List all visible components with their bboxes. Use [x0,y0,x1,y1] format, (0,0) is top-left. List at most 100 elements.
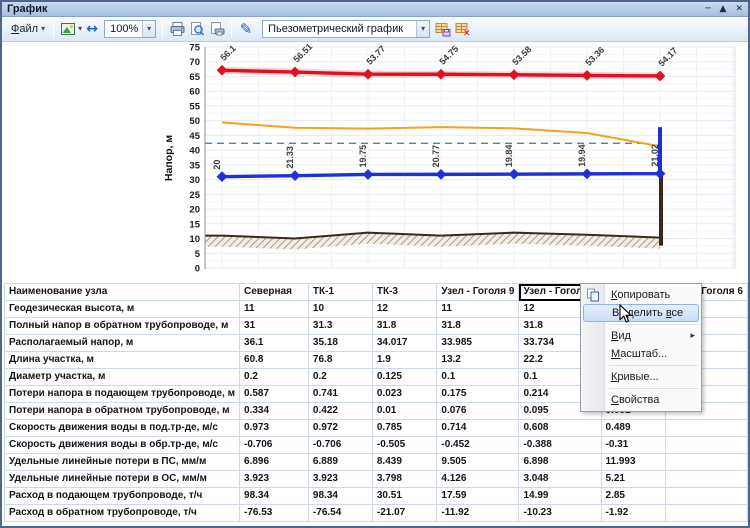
value-cell[interactable]: 13.2 [436,351,520,369]
node-header-cell[interactable]: ТК-1 [307,283,373,301]
delete-template-icon[interactable]: ✕ [454,20,472,38]
value-cell[interactable]: 30.51 [371,487,438,505]
menu-item-curves[interactable]: Кривые... [581,368,701,386]
value-cell[interactable]: 98.34 [307,487,373,505]
value-cell[interactable]: 11.993 [600,453,666,471]
value-cell[interactable]: 0.422 [307,402,373,420]
minimize-icon[interactable]: ─ [705,4,711,14]
chevron-down-icon[interactable]: ▾ [416,21,430,37]
value-cell[interactable]: 0.023 [371,385,438,403]
value-cell[interactable]: -0.388 [518,436,602,454]
value-cell[interactable]: -0.31 [600,436,666,454]
value-cell[interactable]: 0.972 [307,419,373,437]
close-icon[interactable]: ✕ [735,4,743,14]
value-cell[interactable]: 0.175 [436,385,520,403]
value-cell[interactable]: 10 [307,300,373,318]
row-label: Наименование узла [3,283,241,301]
value-cell[interactable]: 11 [436,300,520,318]
value-cell[interactable] [664,504,748,522]
print-preview-icon[interactable] [188,20,206,38]
value-cell[interactable]: 0.076 [436,402,520,420]
value-cell[interactable]: 3.048 [518,470,602,488]
value-cell[interactable]: 14.99 [518,487,602,505]
value-cell[interactable]: 4.126 [436,470,520,488]
value-cell[interactable] [664,487,748,505]
value-cell[interactable]: 0.125 [371,368,438,386]
value-cell[interactable]: 17.59 [436,487,520,505]
graph-type-combobox[interactable]: Пьезометрический график ▾ [262,20,431,38]
value-cell[interactable]: 0.785 [371,419,438,437]
value-cell[interactable]: 0.334 [239,402,309,420]
value-cell[interactable]: 33.985 [436,334,520,352]
value-cell[interactable]: -0.452 [436,436,520,454]
value-cell[interactable]: 35.18 [307,334,373,352]
value-cell[interactable]: 31.3 [307,317,373,335]
value-cell[interactable]: 0.2 [239,368,309,386]
print-icon[interactable] [168,20,186,38]
value-cell[interactable]: 0.973 [239,419,309,437]
value-cell[interactable]: -0.505 [371,436,438,454]
value-cell[interactable]: 2.85 [600,487,666,505]
value-cell[interactable]: 34.017 [371,334,438,352]
value-cell[interactable]: 0.01 [371,402,438,420]
zoom-combobox[interactable]: 100% ▾ [104,20,157,38]
chevron-down-icon[interactable]: ▾ [78,24,83,33]
row-label: Диаметр участка, м [3,368,241,386]
value-cell[interactable]: -0.706 [239,436,309,454]
dock-icon[interactable]: ▲ [719,4,727,14]
value-cell[interactable] [664,470,748,488]
value-cell[interactable]: 0.2 [307,368,373,386]
value-cell[interactable]: 0.1 [436,368,520,386]
value-cell[interactable]: 98.34 [239,487,309,505]
value-cell[interactable]: -1.92 [600,504,666,522]
page-setup-icon[interactable] [208,20,226,38]
value-cell[interactable]: 0.714 [436,419,520,437]
title-bar[interactable]: График ─ ▲ ✕ [2,2,748,17]
value-cell[interactable]: 0.741 [307,385,373,403]
value-cell[interactable]: 76.8 [307,351,373,369]
value-cell[interactable] [664,453,748,471]
value-cell[interactable]: 3.923 [307,470,373,488]
menu-item-view[interactable]: Вид ▸ [581,327,701,345]
value-cell[interactable]: 31.8 [436,317,520,335]
value-cell[interactable]: 36.1 [239,334,309,352]
value-cell[interactable] [664,436,748,454]
value-cell[interactable]: -76.53 [239,504,309,522]
menu-item-select-all[interactable]: Выделить все [583,304,699,322]
value-cell[interactable]: -21.07 [371,504,438,522]
value-cell[interactable]: -0.706 [307,436,373,454]
value-cell[interactable]: 31.8 [371,317,438,335]
value-cell[interactable]: -76.54 [307,504,373,522]
value-cell[interactable]: 8.439 [371,453,438,471]
node-header-cell[interactable]: ТК-3 [371,283,438,301]
value-cell[interactable]: 12 [371,300,438,318]
file-menu-button[interactable]: Файл ▾ [11,23,46,35]
node-header-cell[interactable]: Северная [239,283,309,301]
value-cell[interactable]: -11.92 [436,504,520,522]
save-template-icon[interactable] [434,20,452,38]
menu-item-scale[interactable]: Масштаб... [581,345,701,363]
menu-item-copy[interactable]: Копировать [581,286,701,304]
menu-item-properties[interactable]: Свойства [581,391,701,409]
value-cell[interactable]: 3.798 [371,470,438,488]
value-cell[interactable]: 0.608 [518,419,602,437]
value-cell[interactable] [664,419,748,437]
value-cell[interactable]: 60.8 [239,351,309,369]
value-cell[interactable]: 1.9 [371,351,438,369]
edit-pencil-icon[interactable]: ✎ [239,20,253,38]
value-cell[interactable]: 6.889 [307,453,373,471]
value-cell[interactable]: 6.896 [239,453,309,471]
export-image-icon[interactable] [59,20,77,38]
value-cell[interactable]: 9.505 [436,453,520,471]
node-header-cell[interactable]: Узел - Гоголя 9 [436,283,520,301]
value-cell[interactable]: 6.898 [518,453,602,471]
fit-width-icon[interactable]: ↔ [86,21,98,37]
value-cell[interactable]: -10.23 [518,504,602,522]
value-cell[interactable]: 5.21 [600,470,666,488]
value-cell[interactable]: 31 [239,317,309,335]
value-cell[interactable]: 11 [239,300,309,318]
value-cell[interactable]: 0.587 [239,385,309,403]
value-cell[interactable]: 3.923 [239,470,309,488]
value-cell[interactable]: 0.489 [600,419,666,437]
chevron-down-icon[interactable]: ▾ [142,21,156,37]
